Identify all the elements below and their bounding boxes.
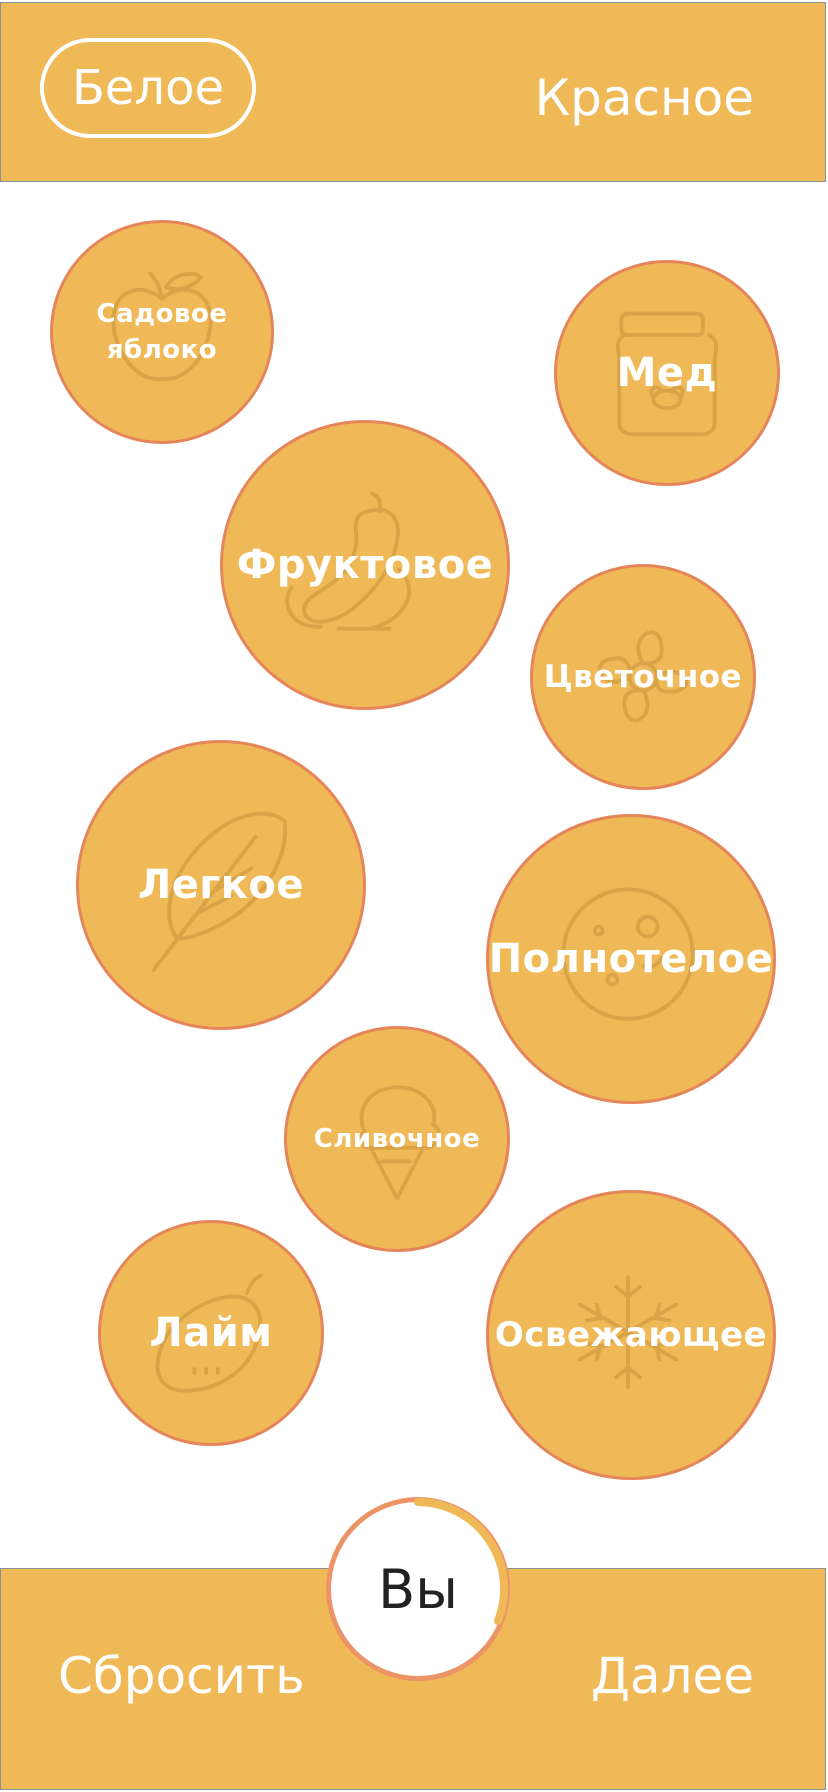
ice-cream-icon [358, 1085, 442, 1201]
bubble-label: Мед [616, 350, 718, 396]
bubble-label: Сливочное [313, 1124, 481, 1154]
bubble-fruity[interactable]: Фруктовое [220, 420, 510, 710]
top-bar [0, 2, 826, 182]
bubble-label: Полнотелое [488, 936, 774, 982]
bubble-label: Садовое яблоко [96, 299, 228, 365]
feather-icon [151, 811, 288, 973]
bubble-label: Фруктовое [236, 542, 494, 588]
red-wine-button[interactable]: Красное [534, 69, 754, 127]
bubble-honey[interactable]: Мед [554, 260, 780, 486]
bubble-light[interactable]: Легкое [76, 740, 366, 1030]
reset-button[interactable]: Сбросить [58, 1647, 305, 1705]
bubble-garden-apple[interactable]: Садовое яблоко [50, 220, 274, 444]
you-avatar[interactable]: Вы [326, 1497, 510, 1681]
lime-icon [155, 1273, 263, 1393]
bubble-label: Цветочное [543, 659, 743, 695]
bubble-label: Лайм [149, 1310, 273, 1356]
progress-ring [414, 1498, 509, 1625]
bubble-refreshing[interactable]: Освежающее [486, 1190, 776, 1480]
apple-icon [111, 271, 213, 381]
next-button[interactable]: Далее [590, 1647, 754, 1705]
bubble-label: Освежающее [494, 1315, 768, 1355]
snowflake-icon [578, 1275, 679, 1389]
bubble-creamy[interactable]: Сливочное [284, 1026, 510, 1252]
bubble-lime[interactable]: Лайм [98, 1220, 324, 1446]
flower-icon [597, 630, 689, 723]
you-label: Вы [378, 1557, 458, 1621]
bubble-full-bodied[interactable]: Полнотелое [486, 814, 776, 1104]
honey-jar-icon [615, 311, 719, 437]
white-wine-button[interactable]: Белое [40, 38, 256, 138]
moon-icon [561, 887, 695, 1021]
bubble-label: Легкое [137, 862, 304, 908]
fruits-icon [285, 491, 411, 631]
bubble-floral[interactable]: Цветочное [530, 564, 756, 790]
